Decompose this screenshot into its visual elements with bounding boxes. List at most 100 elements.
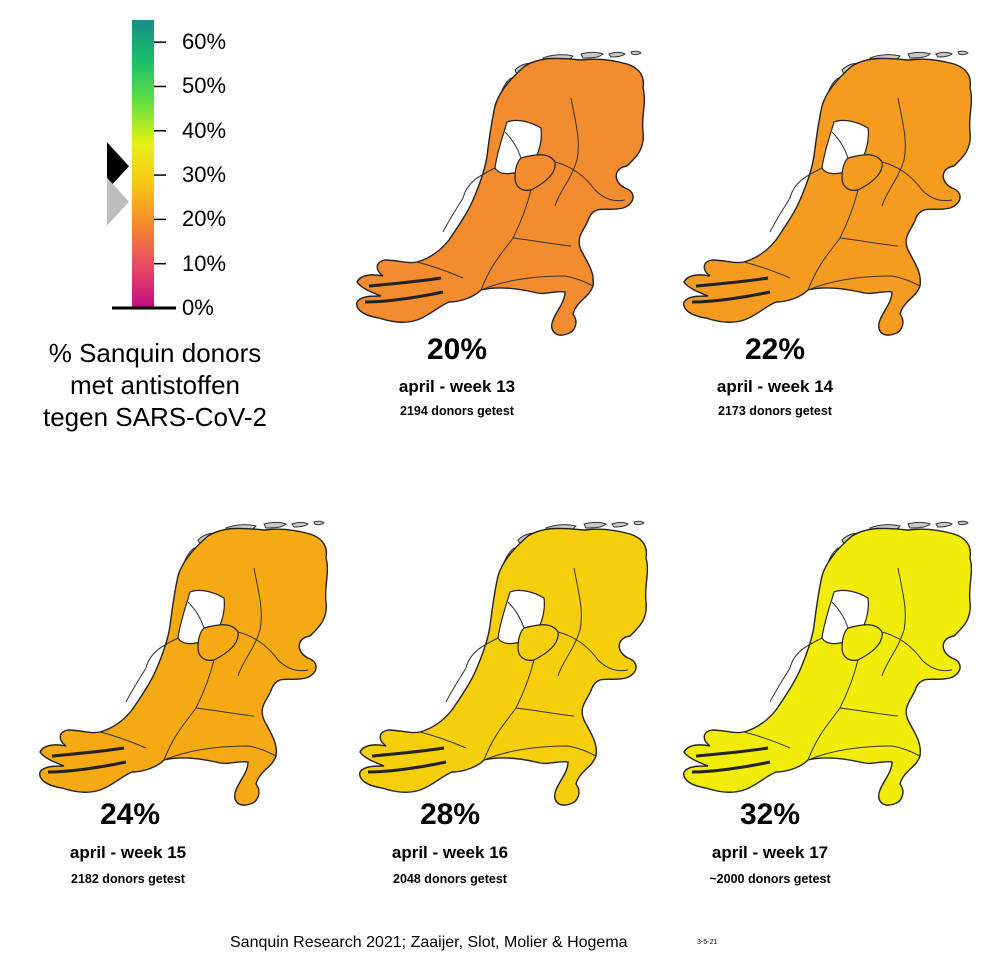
map-panel-week-13: 20% april - week 13 2194 donors getest	[345, 40, 645, 490]
donors-label: 2048 donors getest	[393, 872, 507, 886]
scale-tick-label: 10%	[182, 250, 227, 276]
donors-label: 2194 donors getest	[400, 404, 514, 418]
scale-tick-label: 0%	[182, 295, 214, 320]
netherlands-map	[359, 520, 648, 806]
region-boundary	[831, 601, 849, 629]
wadden-island	[935, 52, 953, 58]
region-boundary	[99, 731, 147, 749]
percentage-label: 24%	[99, 798, 161, 831]
delta-waterway	[47, 760, 127, 774]
donors-label: ~2000 donors getest	[709, 872, 831, 886]
donors-label: 2182 donors getest	[71, 872, 185, 886]
wadden-island	[611, 522, 629, 528]
percentage-label: 20%	[426, 333, 488, 366]
wadden-island	[630, 50, 642, 56]
delta-waterway	[695, 746, 769, 758]
region-boundary	[125, 637, 179, 703]
wadden-island	[263, 522, 287, 529]
region-boundary	[195, 707, 255, 717]
percentage-label: 22%	[744, 333, 806, 366]
region-boundary	[507, 601, 525, 629]
delta-waterway	[364, 290, 444, 304]
scale-tick-label: 50%	[182, 73, 227, 99]
legend-title-line-2: met antistoffen	[69, 370, 241, 400]
region-boundary	[554, 97, 579, 207]
credit-date: 3-5-21	[697, 939, 718, 946]
week-label: april - week 13	[398, 377, 516, 396]
region-boundary	[839, 237, 899, 247]
region-boundary	[743, 731, 791, 749]
previous-value-marker	[107, 177, 129, 226]
week-label: april - week 17	[711, 843, 829, 862]
delta-waterway	[371, 746, 445, 758]
legend-title-line-3: tegen SARS-CoV-2	[42, 402, 267, 432]
netherlands-map	[683, 50, 972, 336]
netherlands-map	[39, 520, 328, 806]
netherlands-map	[356, 50, 645, 336]
color-scale-bar	[132, 20, 154, 308]
region-boundary	[442, 167, 496, 233]
region-boundary	[187, 601, 205, 629]
region-boundary	[881, 97, 906, 207]
map-panel-week-15: 24% april - week 15 2182 donors getest	[28, 510, 328, 960]
region-boundary	[807, 745, 921, 761]
scale-tick-label: 20%	[182, 206, 227, 232]
credit-text: Sanquin Research 2021; Zaaijer, Slot, Mo…	[230, 934, 628, 951]
wadden-island	[633, 520, 645, 526]
legend: 60% 50% 40% 30% 20% 10% 0% % Sanquin donors me…	[0, 0, 330, 440]
wadden-island	[608, 52, 626, 58]
country-shape	[683, 527, 972, 806]
region-boundary	[769, 167, 823, 233]
wadden-island	[583, 522, 607, 529]
map-panel-week-16: 28% april - week 16 2048 donors getest	[348, 510, 648, 960]
country-shape	[359, 527, 648, 806]
region-boundary	[554, 161, 626, 202]
scale-tick-label: 30%	[182, 162, 227, 188]
delta-waterway	[691, 760, 771, 774]
percentage-label: 28%	[419, 798, 481, 831]
country-shape	[683, 57, 972, 336]
delta-waterway	[691, 290, 771, 304]
region-boundary	[504, 131, 522, 159]
week-label: april - week 16	[391, 843, 509, 862]
legend-title-line-1: % Sanquin donors	[48, 338, 262, 368]
region-boundary	[743, 261, 791, 279]
delta-waterway	[368, 276, 442, 288]
scale-tick-label: 60%	[182, 29, 227, 55]
wadden-island	[907, 522, 931, 529]
region-boundary	[237, 631, 309, 672]
wadden-island	[907, 52, 931, 59]
wadden-island	[957, 520, 969, 526]
country-shape	[39, 527, 328, 806]
delta-waterway	[367, 760, 447, 774]
region-boundary	[807, 275, 921, 291]
scale-tick-label: 40%	[182, 117, 227, 143]
region-boundary	[419, 731, 467, 749]
color-scale	[107, 20, 176, 310]
region-boundary	[445, 637, 499, 703]
netherlands-map	[683, 520, 972, 806]
region-boundary	[881, 567, 906, 677]
delta-waterway	[695, 276, 769, 288]
region-boundary	[480, 275, 594, 291]
week-label: april - week 15	[69, 843, 187, 862]
region-boundary	[416, 261, 464, 279]
wadden-island	[935, 522, 953, 528]
region-boundary	[557, 567, 582, 677]
donors-label: 2173 donors getest	[718, 404, 832, 418]
wadden-island	[580, 52, 604, 59]
wadden-island	[313, 520, 325, 526]
map-panel-week-14: 22% april - week 14 2173 donors getest	[672, 40, 972, 490]
region-boundary	[831, 131, 849, 159]
region-boundary	[515, 707, 575, 717]
region-boundary	[163, 745, 277, 761]
region-boundary	[769, 637, 823, 703]
percentage-label: 32%	[739, 798, 801, 831]
region-boundary	[512, 237, 572, 247]
region-boundary	[881, 631, 953, 672]
current-value-marker	[107, 142, 129, 191]
region-boundary	[557, 631, 629, 672]
wadden-island	[957, 50, 969, 56]
region-boundary	[839, 707, 899, 717]
map-panel-week-17: 32% april - week 17 ~2000 donors getest	[672, 510, 972, 960]
